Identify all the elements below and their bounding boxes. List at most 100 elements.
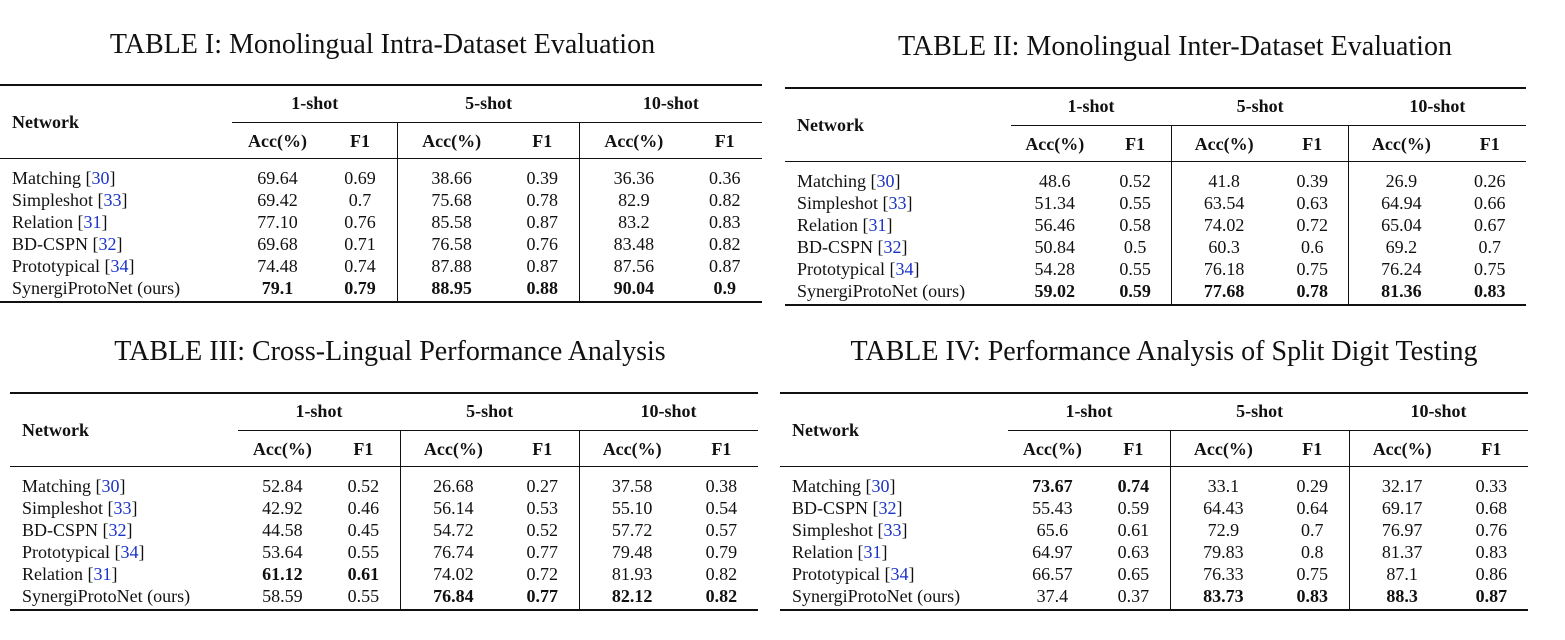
acc-value-cell: 41.8 — [1171, 161, 1277, 192]
acc-value-cell: 42.92 — [262, 498, 303, 518]
network-header: Network — [0, 84, 232, 159]
acc-value-cell: 54.72 — [399, 519, 506, 541]
network-name: Relation — [22, 564, 83, 584]
acc-header: Acc(%) — [1007, 430, 1098, 467]
network-name-cell: Prototypical [34] — [12, 256, 135, 276]
citation-link[interactable]: 33 — [103, 190, 122, 210]
network-name: SynergiProtoNet (ours) — [797, 281, 966, 301]
f1-value-cell: 0.63 — [1117, 542, 1150, 562]
group-header-5-shot: 5-shot — [400, 392, 580, 431]
citation-link[interactable]: 34 — [110, 256, 129, 276]
acc-value-cell: 72.9 — [1169, 519, 1276, 541]
network-name-cell: Matching [30] — [792, 476, 896, 496]
f1-value-cell: 0.76 — [344, 212, 376, 232]
network-name-cell: Simpleshot [33] — [792, 520, 908, 540]
acc-value-cell: 33.1 — [1169, 466, 1276, 497]
f1-value-cell: 0.52 — [1119, 171, 1151, 191]
table-2: Network 1-shot 5-shot 10-shot Acc(%) F1 Acc(%)… — [785, 87, 1526, 306]
table-1: Network 1-shot 5-shot 10-shot Acc(%) F1 Acc(%)… — [0, 84, 762, 303]
citation-link[interactable]: 31 — [93, 564, 112, 584]
citation-link[interactable]: 32 — [878, 498, 897, 518]
table-row: BD-CSPN [32] 69.68 0.71 76.58 0.76 83.48 0.82 — [0, 233, 762, 255]
table-row: Simpleshot [33] 51.34 0.55 63.54 0.63 64.94 0.… — [785, 192, 1526, 214]
acc-value-cell: 77.10 — [257, 212, 298, 232]
network-name: Prototypical — [797, 259, 885, 279]
citation-link[interactable]: 31 — [863, 542, 882, 562]
citation-link[interactable]: 30 — [101, 476, 120, 496]
f1-value-cell: 0.82 — [705, 564, 738, 584]
f1-value-cell: 0.88 — [505, 277, 580, 303]
group-header-5-shot: 5-shot — [1170, 392, 1350, 431]
citation-link[interactable]: 33 — [883, 520, 902, 540]
table-4-title: TABLE IV: Performance Analysis of Split … — [850, 336, 1478, 367]
f1-value-cell: 0.36 — [708, 168, 741, 188]
f1-value-cell: 0.83 — [1453, 280, 1526, 306]
f1-value-cell: 0.87 — [526, 212, 558, 232]
acc-value-cell: 87.88 — [397, 255, 506, 277]
citation-link[interactable]: 34 — [120, 542, 139, 562]
header-row-groups: Network 1-shot 5-shot 10-shot — [780, 392, 1528, 467]
network-name: Relation — [12, 212, 73, 232]
f1-value-cell: 0.57 — [705, 520, 738, 540]
acc-value-cell: 65.04 — [1348, 214, 1454, 236]
f1-value-cell: 0.63 — [1296, 193, 1329, 213]
acc-value-cell: 37.58 — [578, 466, 685, 497]
acc-value-cell: 52.84 — [262, 476, 303, 496]
citation-link[interactable]: 31 — [868, 215, 887, 235]
table-1-block: TABLE I: Monolingual Intra-Dataset Evalu… — [0, 28, 765, 313]
acc-value-cell: 83.2 — [579, 211, 688, 233]
network-name: SynergiProtoNet (ours) — [22, 586, 191, 606]
f1-value-cell: 0.61 — [1117, 520, 1150, 540]
group-header-1-shot: 1-shot — [1007, 392, 1171, 431]
f1-value-cell: 0.83 — [1475, 542, 1508, 562]
network-header: Network — [785, 87, 1011, 162]
citation-link[interactable]: 30 — [876, 171, 895, 191]
table-3: Network 1-shot 5-shot 10-shot Acc(%) F1 Acc(%)… — [10, 392, 758, 611]
network-name-cell: Relation [31] — [12, 212, 108, 232]
header-row-groups: Network 1-shot 5-shot 10-shot — [10, 392, 758, 467]
acc-header: Acc(%) — [1169, 430, 1276, 467]
acc-header: Acc(%) — [579, 122, 688, 159]
network-name-cell: Simpleshot [33] — [12, 190, 128, 210]
f1-value-cell: 0.26 — [1473, 171, 1506, 191]
f1-value-cell: 0.37 — [1097, 585, 1171, 611]
citation-link[interactable]: 32 — [883, 237, 902, 257]
acc-value-cell: 76.97 — [1348, 519, 1455, 541]
citation-link[interactable]: 33 — [113, 498, 132, 518]
f1-value-cell: 0.76 — [1475, 520, 1508, 540]
f1-value-cell: 0.33 — [1475, 476, 1508, 496]
acc-value-cell: 76.18 — [1171, 258, 1277, 280]
f1-value-cell: 0.7 — [348, 190, 372, 210]
citation-link[interactable]: 34 — [890, 564, 909, 584]
f1-value-cell: 0.82 — [684, 585, 758, 611]
acc-value-cell: 79.1 — [231, 277, 324, 303]
network-name-cell: SynergiProtoNet (ours) — [10, 585, 238, 611]
f1-header: F1 — [1276, 125, 1349, 162]
citation-link[interactable]: 30 — [871, 476, 890, 496]
citation-link[interactable]: 32 — [98, 234, 117, 254]
acc-value-cell: 64.43 — [1169, 497, 1276, 519]
f1-value-cell: 0.75 — [1296, 259, 1329, 279]
acc-value-cell: 69.42 — [257, 190, 298, 210]
acc-value-cell: 82.9 — [579, 189, 688, 211]
acc-value-cell: 55.10 — [578, 497, 685, 519]
group-header-10-shot: 10-shot — [579, 84, 762, 123]
f1-value-cell: 0.65 — [1117, 564, 1150, 584]
f1-value-cell: 0.64 — [1296, 498, 1329, 518]
f1-value-cell: 0.58 — [1119, 215, 1151, 235]
network-name-cell: Simpleshot [33] — [797, 193, 913, 213]
citation-link[interactable]: 32 — [108, 520, 127, 540]
citation-link[interactable]: 31 — [83, 212, 102, 232]
f1-value-cell: 0.83 — [1275, 585, 1350, 611]
f1-value-cell: 0.5 — [1123, 237, 1147, 257]
acc-value-cell: 83.48 — [579, 233, 688, 255]
network-name-cell: Matching [30] — [12, 168, 116, 188]
network-name: Matching — [22, 476, 91, 496]
network-name: Relation — [797, 215, 858, 235]
citation-link[interactable]: 30 — [91, 168, 110, 188]
f1-value-cell: 0.67 — [1473, 215, 1506, 235]
citation-link[interactable]: 33 — [888, 193, 907, 213]
citation-link[interactable]: 34 — [895, 259, 914, 279]
f1-header: F1 — [684, 430, 758, 467]
f1-value-cell: 0.71 — [344, 234, 376, 254]
